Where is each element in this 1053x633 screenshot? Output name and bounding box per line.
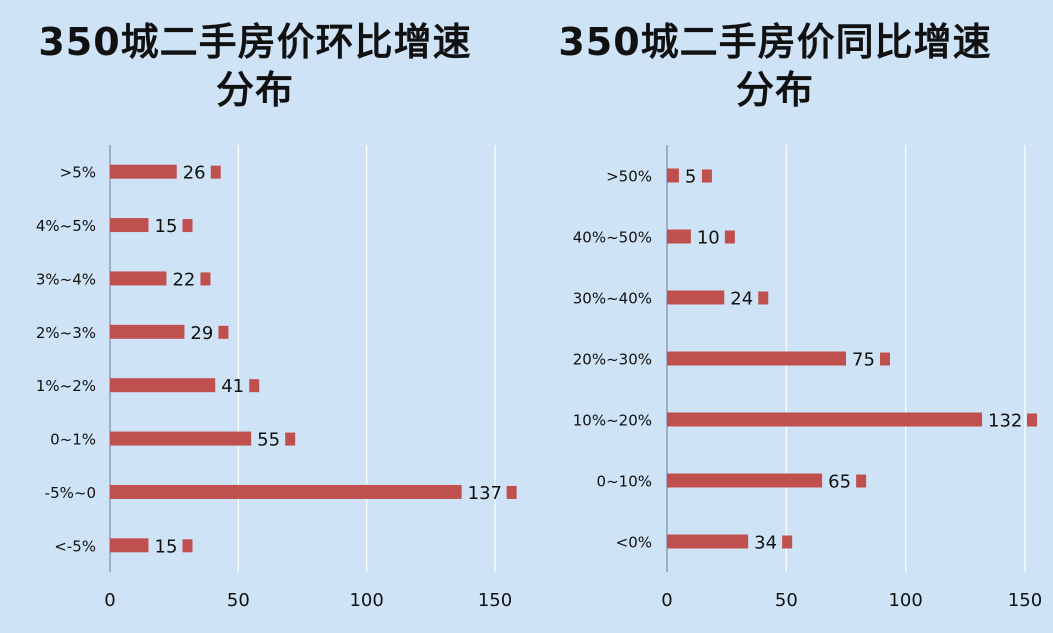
bar: [667, 229, 691, 244]
data-label-marker: [210, 165, 221, 179]
bar: [110, 164, 177, 179]
data-label-marker: [758, 291, 769, 305]
data-label: 26: [183, 163, 206, 184]
data-label: 5: [685, 167, 696, 188]
data-label-marker: [506, 485, 517, 499]
x-tick-label: 150: [1008, 590, 1042, 611]
data-label-marker: [285, 432, 296, 446]
bar: [110, 431, 252, 446]
bar: [667, 534, 749, 549]
bar: [110, 484, 462, 499]
data-label: 10: [697, 228, 720, 249]
data-label: 24: [730, 289, 753, 310]
y-category-label: <0%: [616, 534, 652, 552]
data-label: 137: [468, 483, 502, 504]
x-tick-label: 150: [478, 590, 512, 611]
data-label-marker: [218, 325, 229, 339]
data-label: 15: [155, 536, 178, 557]
bar: [667, 290, 725, 305]
chart-mom-distribution: 0 50 100 150 >5% 26 4%~5% 15 3%~4% 22 2%~3% 29 1%~2%…: [36, 145, 517, 611]
y-category-label: >50%: [606, 168, 652, 186]
data-label: 15: [155, 216, 178, 237]
data-label-marker: [880, 352, 890, 366]
y-category-label: 10%~20%: [573, 412, 652, 430]
data-label-marker: [249, 379, 260, 393]
bar: [667, 473, 823, 488]
data-label-marker: [724, 230, 735, 244]
data-label: 34: [754, 533, 777, 554]
x-tick-label: 50: [775, 590, 798, 611]
data-label-marker: [701, 169, 712, 183]
bar: [667, 168, 679, 183]
chart-yoy-distribution: 0 50 100 150 >50% 5 40%~50% 10 30%~40% 24 20%~30% 7…: [573, 145, 1042, 611]
data-label-marker: [782, 535, 793, 549]
y-category-label: 1%~2%: [36, 377, 96, 395]
x-tick-label: 100: [888, 590, 922, 611]
y-category-label: 2%~3%: [36, 324, 96, 342]
data-label-marker: [182, 539, 193, 553]
data-label: 55: [257, 430, 280, 451]
data-label: 65: [828, 472, 851, 493]
data-label-marker: [182, 219, 193, 233]
y-category-label: 4%~5%: [36, 217, 96, 235]
y-category-label: -5%~0: [45, 484, 96, 502]
y-category-label: 20%~30%: [573, 351, 652, 369]
data-label: 132: [988, 411, 1022, 432]
y-category-label: 30%~40%: [573, 290, 652, 308]
x-tick-label: 100: [349, 590, 383, 611]
y-category-label: 0~10%: [597, 473, 652, 491]
bar: [667, 412, 983, 427]
data-label-marker: [200, 272, 211, 286]
y-category-label: 40%~50%: [573, 229, 652, 247]
y-category-label: 0~1%: [50, 431, 96, 449]
bar: [667, 351, 846, 366]
x-tick-label: 0: [661, 590, 672, 611]
data-label: 29: [190, 323, 213, 344]
x-tick-label: 50: [227, 590, 250, 611]
bar: [110, 538, 149, 553]
y-category-label: 3%~4%: [36, 270, 96, 288]
bar: [110, 218, 149, 233]
bar: [110, 378, 216, 393]
y-category-label: <-5%: [54, 537, 96, 555]
bar: [110, 324, 185, 339]
x-tick-label: 0: [104, 590, 115, 611]
chart-title-mom: 350城二手房价环比增速分布: [38, 20, 472, 112]
data-label: 22: [172, 269, 195, 290]
data-label-marker: [856, 474, 867, 488]
bar: [110, 271, 167, 286]
y-category-label: >5%: [60, 164, 96, 182]
data-label-marker: [1027, 413, 1038, 427]
data-label: 41: [221, 376, 244, 397]
data-label: 75: [852, 350, 875, 371]
chart-title-yoy: 350城二手房价同比增速分布: [558, 20, 992, 112]
